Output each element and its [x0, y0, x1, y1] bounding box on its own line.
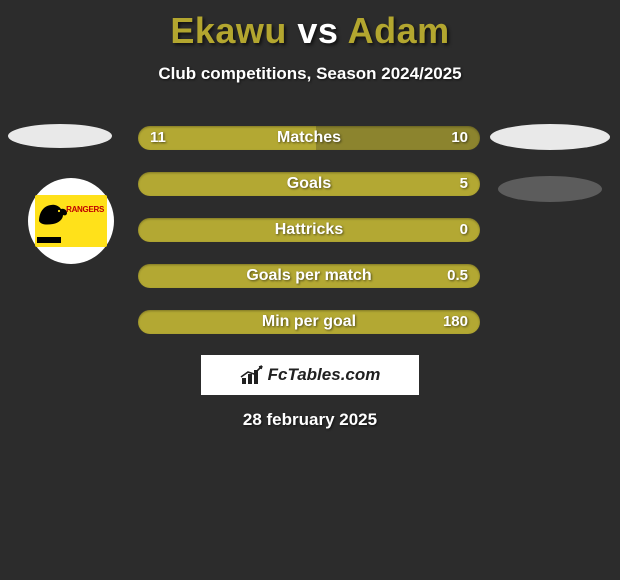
stat-label: Min per goal: [138, 310, 480, 334]
club-badge-stripe: [37, 237, 61, 243]
stat-value-right: 5: [460, 172, 468, 196]
stat-label: Hattricks: [138, 218, 480, 242]
player2-name: Adam: [348, 10, 450, 51]
stat-label: Matches: [138, 126, 480, 150]
stat-value-left: 11: [150, 126, 166, 150]
stat-row: Hattricks0: [138, 218, 480, 242]
stat-row: Goals5: [138, 172, 480, 196]
player2-club-placeholder: [498, 176, 602, 202]
panther-icon: [37, 201, 69, 229]
vs-label: vs: [297, 10, 338, 51]
stat-row: Matches11 10: [138, 126, 480, 150]
stat-label: Goals per match: [138, 264, 480, 288]
stat-label: Goals: [138, 172, 480, 196]
stat-value-right: 10: [451, 126, 468, 150]
brand-text: FcTables.com: [268, 365, 381, 385]
player2-avatar-placeholder: [490, 124, 610, 150]
stat-row: Min per goal180: [138, 310, 480, 334]
stat-value-right: 0: [460, 218, 468, 242]
stat-value-right: 0.5: [447, 264, 468, 288]
player1-name: Ekawu: [170, 10, 287, 51]
player1-avatar-placeholder: [8, 124, 112, 148]
subtitle: Club competitions, Season 2024/2025: [0, 64, 620, 84]
player1-club-badge: RANGERS: [28, 178, 114, 264]
club-badge-text: RANGERS: [66, 205, 104, 214]
bar-chart-icon: [240, 364, 264, 386]
club-badge-inner: RANGERS: [35, 195, 107, 247]
stat-value-right: 180: [443, 310, 468, 334]
snapshot-date: 28 february 2025: [0, 410, 620, 430]
stat-row: Goals per match0.5: [138, 264, 480, 288]
brand-watermark: FcTables.com: [201, 355, 419, 395]
comparison-title: Ekawu vs Adam: [0, 0, 620, 52]
stat-bars: Matches11 10 Goals5 Hattricks0 Goals per mat…: [138, 126, 480, 356]
